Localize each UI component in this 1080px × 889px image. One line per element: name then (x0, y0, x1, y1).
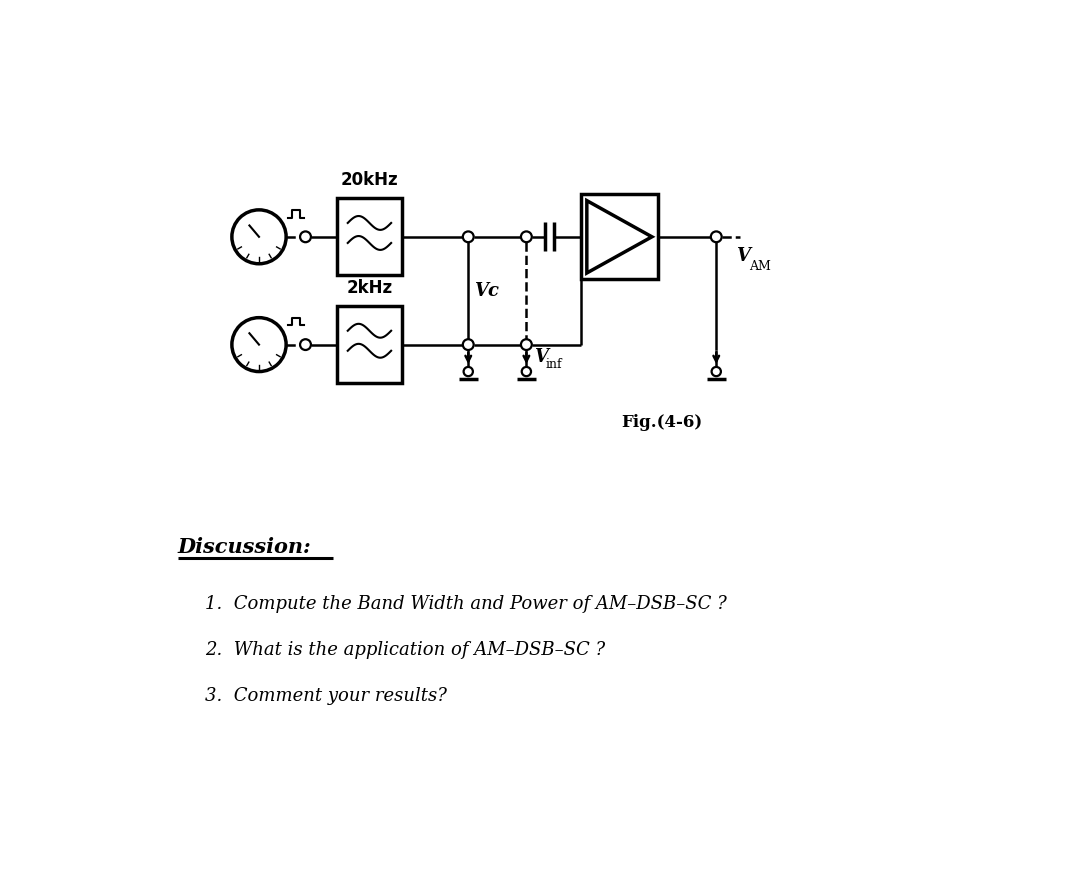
Circle shape (711, 231, 721, 242)
Bar (581, 195, 658, 279)
Circle shape (712, 367, 721, 376)
Text: V: V (535, 348, 549, 366)
Circle shape (232, 317, 286, 372)
Text: 2.  What is the application of AM–DSB–SC ?: 2. What is the application of AM–DSB–SC … (205, 641, 605, 659)
Circle shape (463, 231, 474, 242)
Circle shape (463, 367, 473, 376)
Bar (337, 306, 403, 383)
Bar (337, 198, 403, 276)
Circle shape (300, 231, 311, 242)
Text: Vc: Vc (474, 282, 499, 300)
Text: 20kHz: 20kHz (340, 171, 399, 189)
Text: Fig.(4-6): Fig.(4-6) (621, 414, 703, 431)
Text: inf: inf (545, 358, 563, 372)
Text: V: V (735, 247, 750, 265)
Text: Discussion:: Discussion: (177, 537, 311, 557)
Circle shape (232, 210, 286, 264)
Circle shape (300, 340, 311, 350)
Circle shape (521, 231, 531, 242)
Circle shape (463, 340, 474, 350)
Circle shape (521, 340, 531, 350)
Text: AM: AM (748, 260, 771, 273)
Circle shape (522, 367, 531, 376)
Text: 2kHz: 2kHz (347, 279, 392, 297)
Text: 1.  Compute the Band Width and Power of AM–DSB–SC ?: 1. Compute the Band Width and Power of A… (205, 595, 727, 613)
Text: 3.  Comment your results?: 3. Comment your results? (205, 687, 447, 705)
